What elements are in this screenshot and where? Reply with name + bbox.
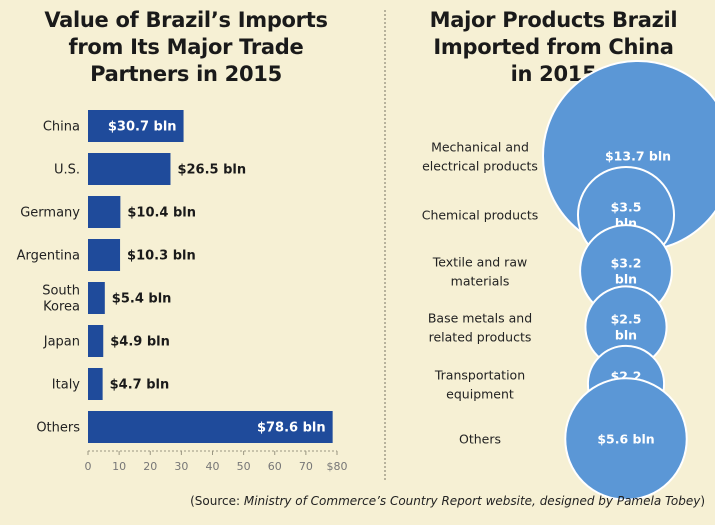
category-label-line: China — [43, 120, 80, 135]
bubble-value-label: $5.6 bln — [597, 432, 654, 447]
bar — [88, 110, 184, 142]
product-label-line: equipment — [446, 387, 514, 402]
x-tick-label: 70 — [299, 460, 313, 473]
category-label: Others — [36, 421, 80, 436]
value-label: $4.7 bln — [110, 378, 170, 393]
x-tick-label: 20 — [143, 460, 157, 473]
bubble-chart-title-line: Imported from China — [433, 35, 674, 59]
bar-chart-title: Value of Brazil’s Imports from Its Major… — [0, 7, 372, 88]
product-label-line: electrical products — [422, 159, 538, 174]
source-body: Ministry of Commerce’s Country Report we… — [243, 494, 701, 508]
product-label-line: Transportation — [434, 368, 525, 383]
x-tick-label: 30 — [174, 460, 188, 473]
bar — [88, 325, 104, 357]
product-label-line: Base metals and — [428, 311, 532, 326]
bar — [88, 239, 121, 271]
x-tick-label: 40 — [206, 460, 220, 473]
bubble — [564, 377, 688, 501]
category-label-line: Italy — [52, 378, 81, 393]
product-label: Chemical products — [422, 208, 539, 223]
bubble-value-label: $2.5 bln — [611, 312, 642, 343]
category-label: South Korea — [42, 284, 80, 315]
value-label: $26.5 bln — [177, 163, 246, 178]
bubble-value-label: $13.7 bln — [605, 149, 671, 164]
category-label-line: Argentina — [17, 249, 80, 264]
bubble-chart-title: Major Products Brazil Imported from Chin… — [392, 7, 715, 88]
product-label-line: Others — [459, 432, 501, 447]
source-close: ) — [700, 494, 705, 508]
category-label-line: Korea — [43, 300, 80, 315]
product-label-line: Mechanical and — [431, 140, 529, 155]
category-label-line: Others — [36, 421, 80, 436]
product-label: Base metals and related products — [428, 311, 532, 345]
value-label: $5.4 bln — [112, 292, 172, 307]
x-tick-label: 10 — [112, 460, 126, 473]
bubble-value-label-line: $5.6 bln — [597, 432, 654, 447]
panel-divider — [384, 10, 386, 480]
category-label-line: Japan — [43, 335, 80, 350]
product-label-line: materials — [451, 274, 510, 289]
source-open: (Source: — [190, 494, 244, 508]
category-label: U.S. — [54, 163, 80, 178]
bubble-value-label-line: bln — [615, 272, 637, 287]
bubble-value-label-line: $3.2 — [611, 256, 642, 271]
value-label: $78.6 bln — [257, 421, 326, 436]
bubble-value-label: $3.2 bln — [611, 256, 642, 287]
category-label: Argentina — [17, 249, 80, 264]
category-label-line: South — [42, 284, 80, 299]
bar — [88, 411, 333, 443]
bar — [88, 153, 171, 185]
bar-chart-title-line: Partners in 2015 — [90, 62, 282, 86]
product-label-line: Chemical products — [422, 208, 539, 223]
product-label: Transportation equipment — [434, 368, 525, 402]
category-label: Germany — [20, 206, 80, 221]
bar — [88, 282, 105, 314]
product-label: Mechanical and electrical products — [422, 140, 538, 174]
value-label: $4.9 bln — [110, 335, 170, 350]
bubble-chart-title-line: Major Products Brazil — [429, 8, 678, 32]
value-label: $10.3 bln — [127, 249, 196, 264]
product-label-line: Textile and raw — [432, 255, 527, 270]
category-label-line: U.S. — [54, 163, 80, 178]
product-label: Textile and raw materials — [432, 255, 527, 289]
category-label: China — [43, 120, 80, 135]
bubble-value-label-line: $2.5 — [611, 312, 642, 327]
bar — [88, 196, 121, 228]
x-tick-label: 60 — [268, 460, 282, 473]
x-tick-label: 0 — [85, 460, 92, 473]
value-label: $10.4 bln — [127, 206, 196, 221]
bubble-value-label-line: bln — [615, 328, 637, 343]
bar — [88, 368, 103, 400]
bubble-value-label-line: $13.7 bln — [605, 149, 671, 164]
x-tick-label: $80 — [327, 460, 348, 473]
category-label-line: Germany — [20, 206, 80, 221]
bar-chart-title-line: Value of Brazil’s Imports — [44, 8, 328, 32]
value-label: $30.7 bln — [108, 120, 177, 135]
category-label: Japan — [43, 335, 80, 350]
bar-chart-title-line: from Its Major Trade — [68, 35, 304, 59]
category-label: Italy — [52, 378, 81, 393]
x-tick-label: 50 — [237, 460, 251, 473]
product-label: Others — [459, 432, 501, 447]
bubble-value-label-line: $3.5 — [611, 200, 642, 215]
source-note: (Source: Ministry of Commerce’s Country … — [190, 494, 705, 508]
product-label-line: related products — [429, 330, 532, 345]
